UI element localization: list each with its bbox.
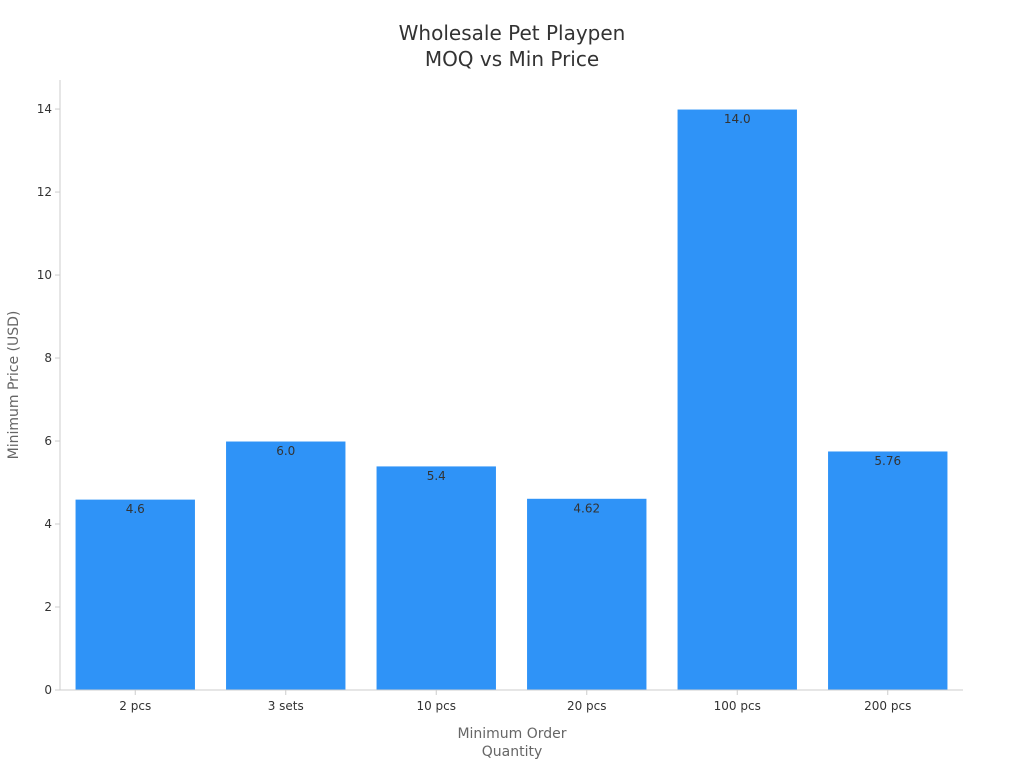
x-tick-label: 2 pcs — [119, 699, 151, 713]
bar-value-label: 4.6 — [126, 502, 145, 516]
x-tick-label: 100 pcs — [714, 699, 761, 713]
x-axis-title-line-2: Quantity — [482, 744, 543, 760]
bar-value-label: 6.0 — [276, 444, 295, 458]
bar — [526, 497, 648, 691]
bar-labels-layer: 4.6 6.0 5.4 4.62 14.0 5.76 — [126, 112, 901, 516]
y-axis-title: Minimum Price (USD) — [6, 311, 22, 460]
bar-value-label: 5.76 — [874, 454, 901, 468]
x-axis-title-line-1: Minimum Order — [457, 726, 566, 742]
bar-value-label: 4.62 — [573, 501, 600, 515]
bar-value-label: 14.0 — [724, 112, 751, 126]
x-tick-label: 200 pcs — [864, 699, 911, 713]
x-tick-label: 20 pcs — [567, 699, 607, 713]
chart-title-line-1: Wholesale Pet Playpen — [399, 21, 626, 45]
y-ticks-layer: 0 2 4 6 8 10 12 14 — [37, 102, 60, 697]
bar — [827, 450, 949, 691]
y-tick-label: 0 — [44, 683, 52, 697]
bar — [74, 498, 196, 691]
bar-value-label: 5.4 — [427, 469, 446, 483]
y-tick-label: 14 — [37, 102, 52, 116]
y-tick-label: 2 — [44, 600, 52, 614]
bar — [375, 465, 497, 691]
bar — [225, 440, 347, 691]
y-tick-label: 12 — [37, 185, 52, 199]
y-tick-label: 8 — [44, 351, 52, 365]
x-tick-label: 10 pcs — [416, 699, 456, 713]
bars-layer — [74, 108, 949, 691]
y-tick-label: 6 — [44, 434, 52, 448]
chart-title-line-2: MOQ vs Min Price — [425, 47, 599, 71]
x-ticks-layer: 2 pcs 3 sets 10 pcs 20 pcs 100 pcs 200 pcs — [119, 690, 911, 713]
y-tick-label: 4 — [44, 517, 52, 531]
bar — [676, 108, 798, 691]
x-tick-label: 3 sets — [268, 699, 304, 713]
y-tick-label: 10 — [37, 268, 52, 282]
